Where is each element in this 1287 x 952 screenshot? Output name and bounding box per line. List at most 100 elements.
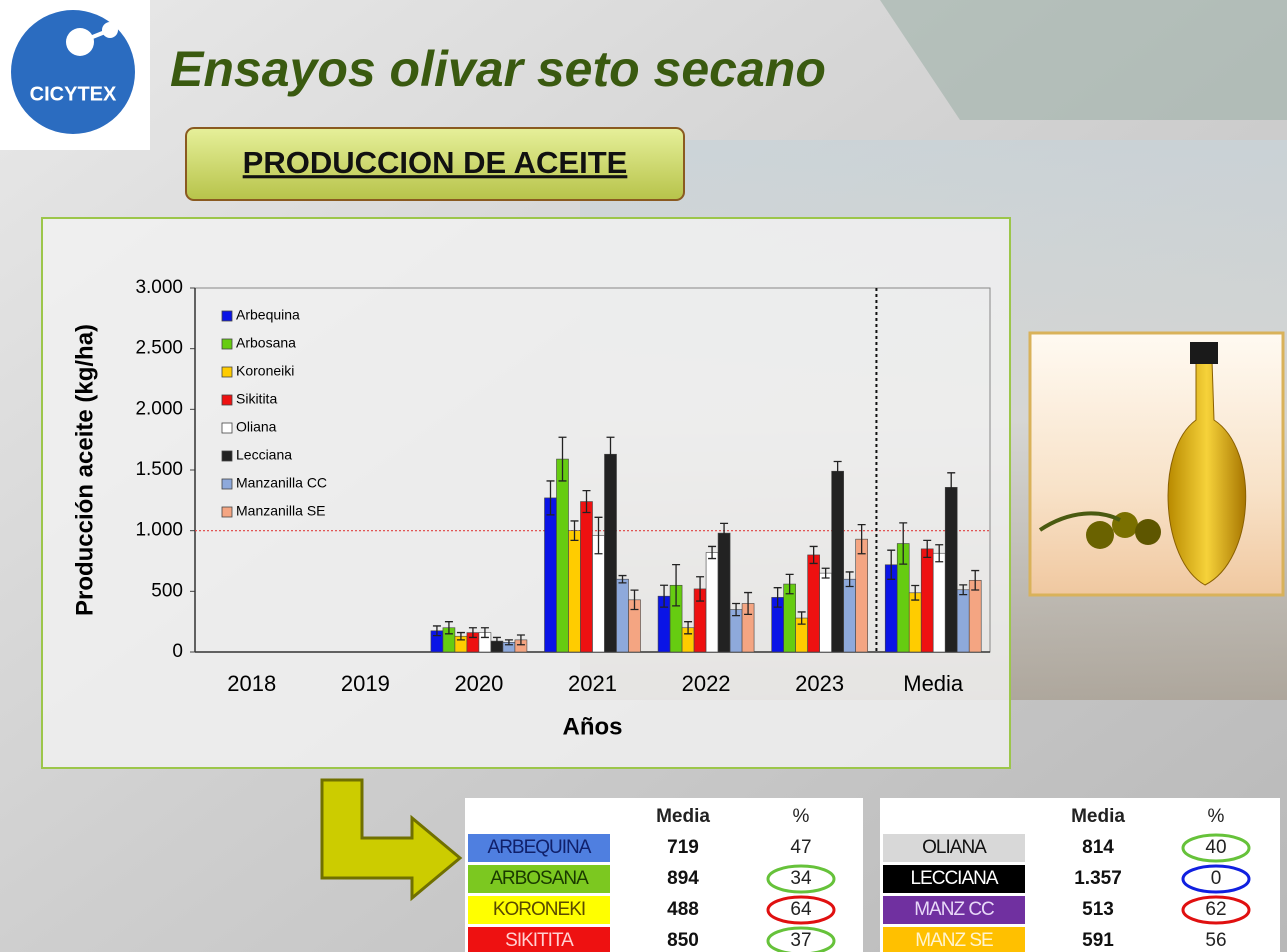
row-media: 850 [667, 930, 699, 951]
error-bar [744, 591, 753, 616]
legend-swatch [221, 366, 233, 378]
bar [544, 497, 557, 653]
row-pct: 56 [1205, 930, 1226, 951]
row-label-bg [883, 927, 1025, 952]
row-label: LECCIANA [910, 868, 998, 889]
error-bar [797, 611, 806, 625]
row-label-bg [883, 834, 1025, 862]
row-media: 814 [1082, 837, 1114, 858]
error-bar [570, 520, 579, 542]
bar [843, 578, 856, 653]
row-media: 591 [1082, 930, 1114, 951]
error-bar [857, 523, 866, 555]
error-bar [558, 436, 567, 482]
x-tick-label: Media [903, 671, 964, 696]
chart-box [41, 217, 1011, 769]
error-bar [672, 563, 681, 607]
bar [819, 572, 832, 653]
legend-label: Manzanilla SE [236, 503, 326, 519]
error-bar [618, 574, 627, 584]
error-bar [773, 587, 782, 608]
section-title: PRODUCCION DE ACEITE [243, 145, 628, 180]
table-header: Media [656, 806, 710, 827]
row-label-bg [468, 865, 610, 893]
x-tick-label: 2018 [227, 671, 276, 696]
pct-circle [1181, 833, 1251, 863]
x-tick-label: 2021 [568, 671, 617, 696]
legend-label: Manzanilla CC [236, 475, 327, 491]
row-pct: 34 [790, 868, 812, 889]
error-bar [432, 625, 441, 637]
pct-circle [766, 926, 836, 952]
legend-swatch [221, 450, 233, 462]
y-axis-label: Producción aceite (kg/ha) [71, 324, 98, 616]
row-label-bg [883, 896, 1025, 924]
legend-label: Arbosana [236, 335, 296, 351]
legend-swatch [221, 394, 233, 406]
row-pct: 37 [790, 930, 811, 951]
pct-circle [1181, 864, 1251, 894]
bar [932, 552, 946, 653]
row-label-bg [468, 927, 610, 952]
row-label: OLIANA [922, 837, 987, 858]
slide-title: Ensayos olivar seto secano [170, 41, 826, 97]
error-bar [594, 516, 603, 555]
bar [968, 579, 982, 653]
pct-circle [766, 895, 836, 925]
row-pct: 0 [1211, 868, 1222, 889]
legend-swatch [221, 310, 233, 322]
error-bar [785, 573, 794, 595]
row-pct: 47 [790, 837, 811, 858]
row-label: ARBOSANA [490, 868, 589, 889]
bar [616, 578, 629, 653]
row-label: ARBEQUINA [488, 837, 592, 858]
x-tick-label: 2019 [341, 671, 390, 696]
y-tick-label: 2.500 [135, 338, 183, 359]
x-tick-label: 2020 [454, 671, 503, 696]
legend-swatch [221, 338, 233, 350]
error-bar [504, 639, 513, 646]
legend-label: Sikitita [236, 391, 277, 407]
error-bar [809, 545, 818, 565]
error-bar [696, 576, 705, 602]
row-label-bg [883, 865, 1025, 893]
error-bar [911, 584, 920, 601]
bar [920, 548, 934, 653]
legend-label: Arbequina [236, 307, 300, 323]
error-bar [959, 584, 968, 596]
bar [944, 487, 958, 653]
error-bar [492, 636, 501, 646]
x-tick-label: 2022 [682, 671, 731, 696]
bar [705, 552, 719, 653]
banner-shape [880, 0, 1287, 120]
error-bar [732, 602, 741, 617]
oil-photo [1028, 331, 1285, 597]
arrow [320, 778, 463, 902]
pct-circle [1181, 895, 1251, 925]
error-bar [684, 621, 693, 635]
row-media: 894 [667, 868, 699, 889]
legend-swatch [221, 478, 233, 490]
error-bar [708, 545, 717, 560]
error-bar [887, 549, 896, 580]
x-axis-label: Años [563, 713, 623, 740]
branch [1038, 511, 1121, 532]
bar [717, 532, 731, 653]
bar [556, 458, 569, 653]
error-bar [899, 522, 908, 565]
y-tick-label: 1.500 [135, 459, 183, 480]
error-bar [845, 571, 854, 588]
bar [855, 538, 868, 653]
row-label: MANZ CC [914, 899, 994, 920]
error-bar [947, 472, 956, 503]
y-tick-label: 3.000 [135, 277, 183, 298]
row-media: 513 [1082, 899, 1114, 920]
olive [1112, 512, 1138, 538]
legend-swatch [221, 506, 233, 518]
error-bar [935, 544, 944, 563]
photo-frame [1028, 331, 1285, 597]
table-header: % [1208, 806, 1225, 827]
table-header: Media [1071, 806, 1125, 827]
legend-label: Koroneiki [236, 363, 294, 379]
